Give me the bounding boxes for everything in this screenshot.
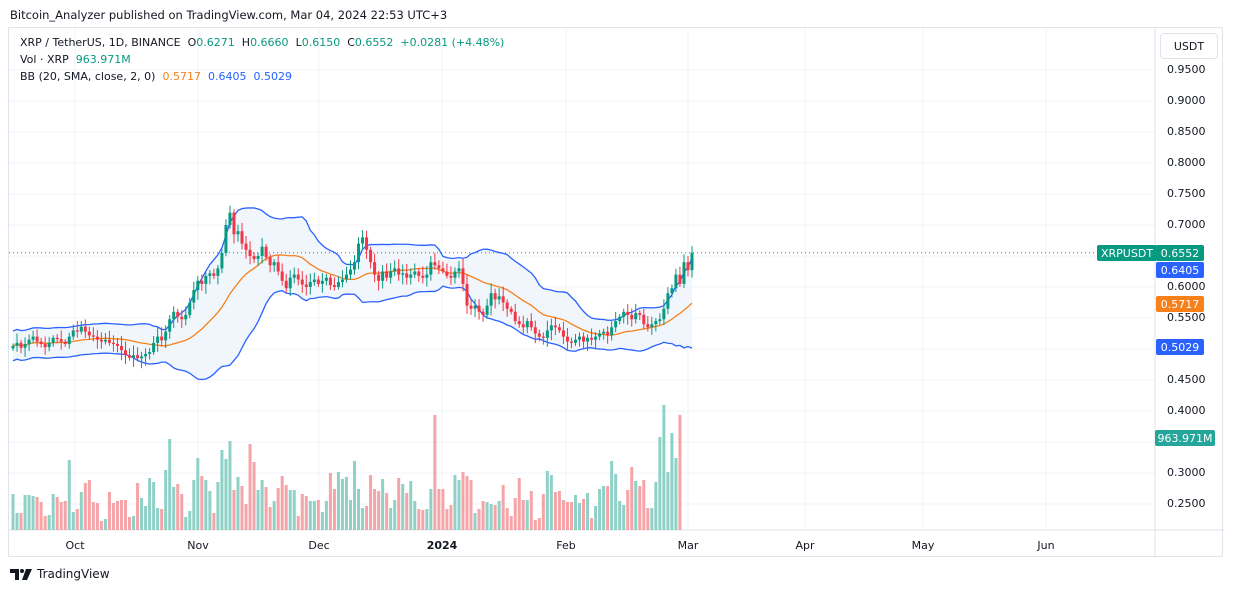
last-price-tag: 0.6552: [1156, 245, 1204, 261]
price-chart[interactable]: [9, 28, 1224, 558]
price-tick: 0.7000: [1167, 218, 1206, 231]
footer-brand[interactable]: TradingView: [10, 567, 110, 581]
price-tick: 0.6000: [1167, 280, 1206, 293]
time-tick: Oct: [65, 539, 85, 552]
price-tick: 0.3000: [1167, 466, 1206, 479]
bb-lower-value: 0.5029: [253, 70, 292, 83]
volume-tag: 963.971M: [1155, 430, 1215, 446]
time-tick: Apr: [795, 539, 815, 552]
high-label: H: [241, 36, 251, 49]
symbol-price-tag: XRPUSDT: [1097, 245, 1158, 261]
time-tick: Nov: [187, 539, 209, 552]
price-tick: 0.4000: [1167, 404, 1206, 417]
tradingview-logo-icon: [10, 568, 32, 580]
symbol-legend[interactable]: XRP / TetherUS, 1D, BINANCE O0.6271 H0.6…: [20, 36, 504, 49]
bb-lower-tag: 0.5029: [1156, 339, 1204, 355]
price-tick: 0.9000: [1167, 94, 1206, 107]
price-tick: 0.4500: [1167, 373, 1206, 386]
price-tick: 0.8000: [1167, 156, 1206, 169]
bb-basis-value: 0.5717: [162, 70, 201, 83]
tradingview-brand: TradingView: [37, 567, 110, 581]
price-tick: 0.7500: [1167, 187, 1206, 200]
volume-value: 963.971M: [75, 53, 131, 66]
high-value: 0.6660: [250, 36, 289, 49]
close-label: C: [347, 36, 355, 49]
time-tick: Feb: [556, 539, 576, 552]
change-value: +0.0281 (+4.48%): [400, 36, 505, 49]
open-value: 0.6271: [196, 36, 235, 49]
price-tick: 0.2500: [1167, 497, 1206, 510]
open-label: O: [187, 36, 197, 49]
time-tick: May: [911, 539, 935, 552]
bb-upper-value: 0.6405: [207, 70, 247, 83]
currency-button[interactable]: USDT: [1160, 33, 1218, 59]
published-line: Bitcoin_Analyzer published on TradingVie…: [10, 8, 448, 22]
low-value: 0.6150: [301, 36, 341, 49]
price-tick: 0.8500: [1167, 125, 1206, 138]
bb-label: BB (20, SMA, close, 2, 0): [20, 70, 156, 83]
bb-legend[interactable]: BB (20, SMA, close, 2, 0) 0.5717 0.6405 …: [20, 70, 292, 83]
low-label: L: [295, 36, 302, 49]
time-tick: Jun: [1037, 539, 1055, 552]
symbol-title: XRP / TetherUS, 1D, BINANCE: [20, 36, 181, 49]
volume-label: Vol · XRP: [20, 53, 69, 66]
price-tick: 0.5500: [1167, 311, 1206, 324]
close-value: 0.6552: [354, 36, 394, 49]
bb-upper-tag: 0.6405: [1156, 262, 1204, 278]
price-tick: 0.9500: [1167, 63, 1206, 76]
bb-basis-tag: 0.5717: [1156, 296, 1204, 312]
time-tick: Mar: [677, 539, 699, 552]
time-tick: Dec: [308, 539, 330, 552]
chart-frame[interactable]: XRP / TetherUS, 1D, BINANCE O0.6271 H0.6…: [8, 27, 1224, 558]
volume-legend[interactable]: Vol · XRP 963.971M: [20, 53, 131, 66]
time-tick: 2024: [426, 539, 458, 552]
